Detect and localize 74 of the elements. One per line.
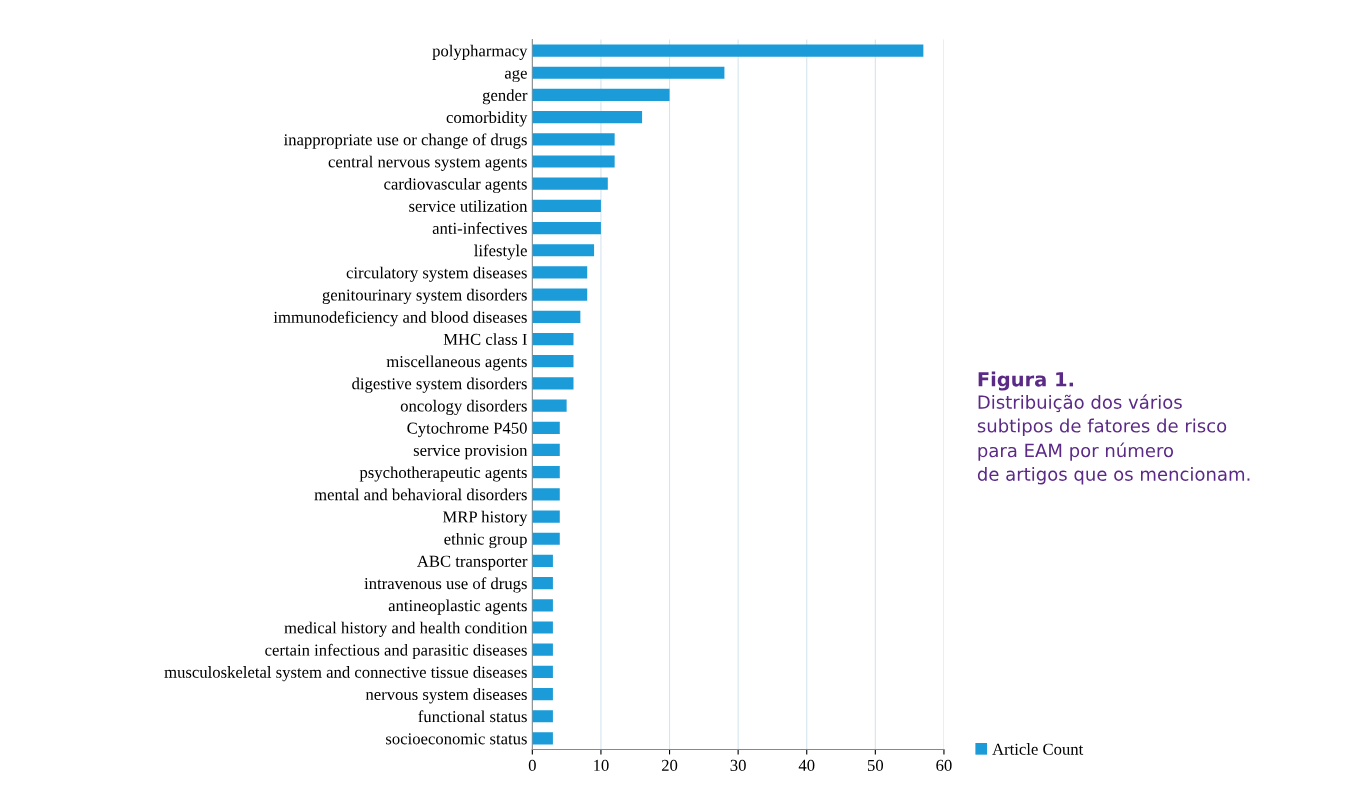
bar (532, 155, 615, 168)
bar (532, 687, 553, 701)
x-tick-label: 10 (594, 759, 609, 771)
bar (532, 399, 567, 412)
bar (532, 44, 924, 57)
y-tick-label: gender (482, 89, 528, 105)
y-tick-label: functional status (418, 710, 527, 723)
bar (532, 466, 560, 479)
bar (532, 421, 560, 434)
bar (532, 244, 595, 257)
y-tick-label: oncology disorders (400, 399, 527, 415)
bar (532, 488, 560, 501)
bar (532, 288, 588, 301)
y-tick-label: digestive system disorders (352, 377, 527, 393)
y-tick-label: circulatory system diseases (346, 266, 527, 282)
y-tick-label: cardiovascular agents (384, 177, 527, 194)
y-tick-label: lifestyle (474, 244, 527, 260)
x-tick-label: 40 (798, 759, 815, 771)
y-tick-label: miscellaneous agents (386, 355, 527, 371)
bar (532, 554, 553, 568)
y-tick-label: age (504, 69, 527, 83)
bar (532, 532, 560, 545)
bar (532, 643, 553, 656)
x-tick-label: 50 (867, 759, 884, 771)
y-tick-label: ABC transporter (417, 555, 528, 571)
bar (532, 266, 588, 279)
bar (532, 443, 560, 457)
bar (532, 355, 574, 368)
y-tick-label: antineoplastic agents (388, 599, 527, 615)
x-tick-label: 0 (528, 759, 536, 771)
bar (532, 621, 553, 634)
y-tick-label: psychotherapeutic agents (359, 466, 527, 482)
text: Figura 1. (978, 371, 1073, 391)
bar (532, 732, 553, 745)
bar (532, 199, 601, 212)
bar (532, 310, 581, 323)
y-tick-label: medical history and health condition (284, 621, 528, 637)
y-tick-label: Cytochrome P450 (407, 422, 527, 438)
bar (532, 111, 643, 124)
y-tick-label: central nervous system agents (328, 155, 527, 171)
y-tick-label: immunodeficiency and blood diseases (273, 310, 527, 327)
y-tick-label: intravenous use of drugs (364, 577, 527, 593)
y-tick-label: mental and behavioral disorders (314, 488, 527, 501)
y-tick-label: MRP history (442, 510, 528, 526)
y-tick-label: anti-infectives (432, 222, 527, 235)
x-tick-label: 30 (730, 759, 746, 771)
y-tick-label: polypharmacy (432, 44, 528, 60)
y-tick-label: certain infectious and parasitic diseases (265, 643, 527, 660)
y-tick-label: genitourinary system disorders (322, 288, 527, 305)
y-tick-label: service provision (413, 444, 528, 460)
bar (532, 510, 560, 523)
bar (532, 66, 725, 79)
bar (532, 599, 553, 612)
y-tick-label: socioeconomic status (386, 733, 527, 745)
bar (532, 133, 615, 146)
bar (532, 88, 670, 102)
bar (532, 177, 608, 190)
y-tick-label: comorbidity (446, 111, 528, 127)
bar (532, 377, 574, 390)
bar (532, 710, 553, 723)
bar (532, 577, 553, 590)
legend-label: Article Count (992, 743, 1084, 755)
bar (532, 332, 574, 346)
y-tick-label: musculoskeletal system and connective tissue diseases (164, 666, 527, 682)
text: Distribuição dos vários subtipos de fatores de risco para EAM por número de artigos que os mencionam. (977, 394, 1250, 485)
y-tick-label: nervous system diseases (365, 688, 527, 704)
y-tick-label: inappropriate use or change of drugs (283, 133, 527, 149)
bar (532, 665, 553, 678)
y-tick-label: service utilization (409, 200, 528, 212)
y-tick-label: MHC class I (443, 333, 527, 345)
x-tick-label: 60 (936, 759, 952, 771)
bar (532, 221, 601, 235)
y-tick-label: ethnic group (444, 532, 527, 549)
x-tick-label: 20 (661, 759, 678, 771)
